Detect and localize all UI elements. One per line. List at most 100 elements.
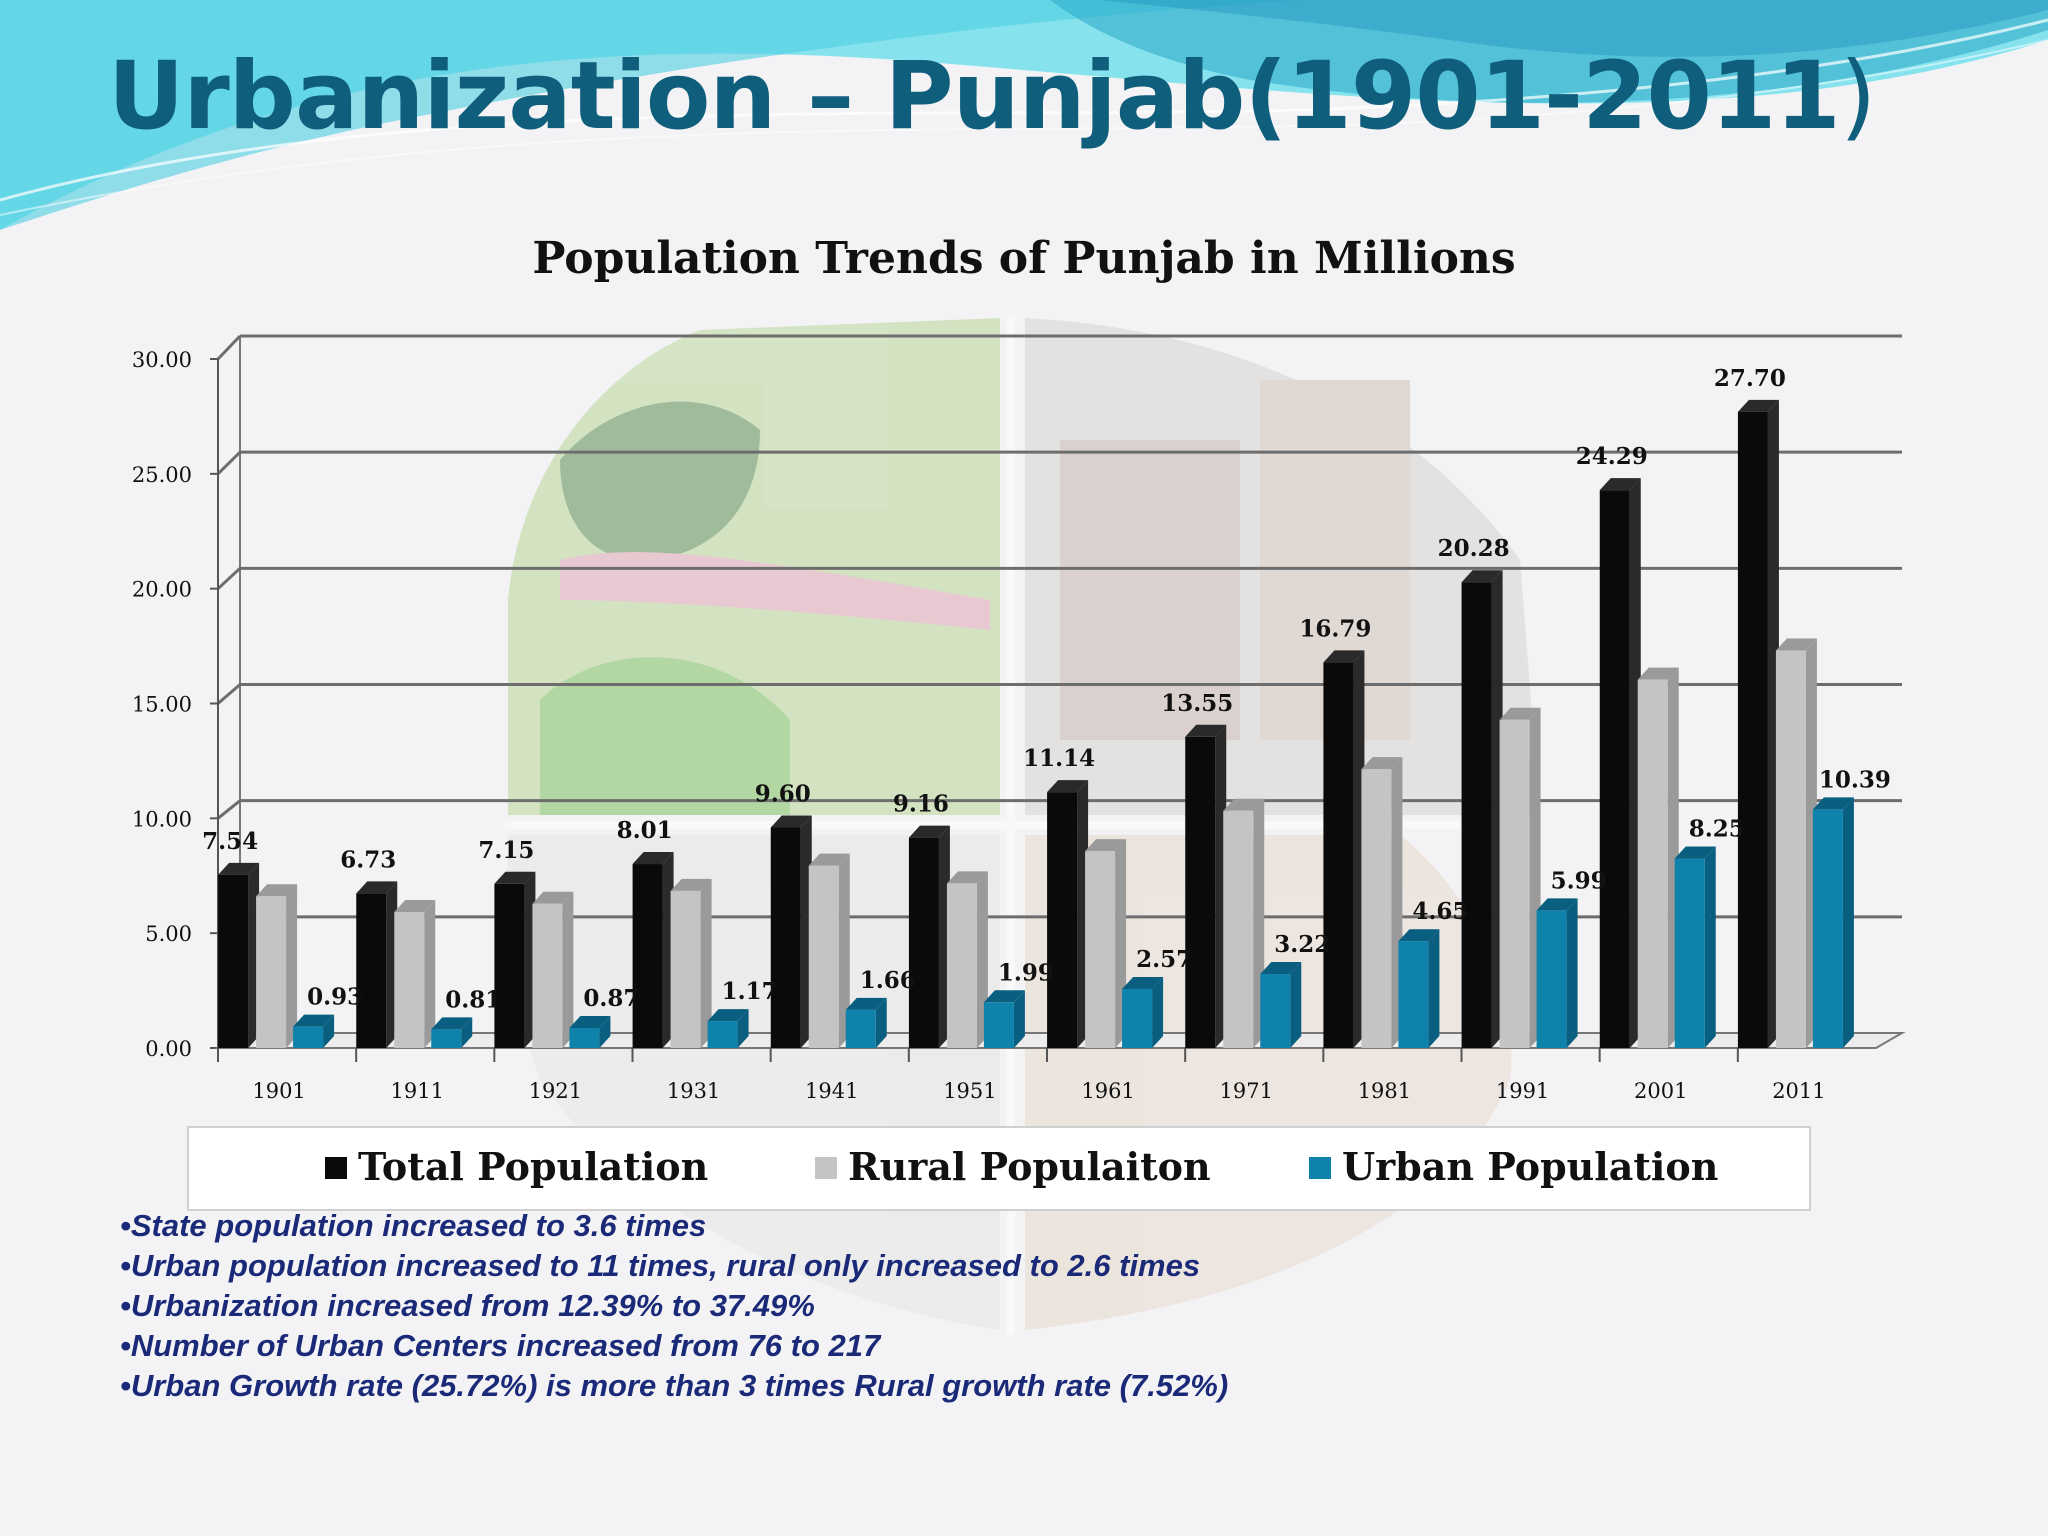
x-tick-label: 2001 xyxy=(1634,1079,1687,1103)
legend-swatch xyxy=(1309,1157,1331,1179)
bar-top xyxy=(1637,667,1679,680)
y-tick-label: 15.00 xyxy=(132,693,192,717)
bar-front xyxy=(1775,650,1806,1048)
bar-urban-population1971 xyxy=(1260,962,1302,1048)
bar-side xyxy=(424,900,436,1048)
data-label: 1.66 xyxy=(860,967,916,994)
legend-swatch xyxy=(325,1157,347,1179)
data-label: 27.70 xyxy=(1714,365,1786,392)
header-wave-decoration xyxy=(0,0,2048,230)
slide-title-text: Urbanization – Punjab(1901-2011 xyxy=(108,42,1841,151)
data-label: 11.14 xyxy=(1023,745,1095,772)
bar-urban-population1901 xyxy=(293,1014,335,1048)
bar-front xyxy=(770,827,801,1048)
x-tick-label: 1991 xyxy=(1496,1079,1549,1103)
legend-label: Total Population xyxy=(358,1144,708,1189)
bar-top xyxy=(983,990,1025,1003)
bar-front xyxy=(1637,679,1668,1048)
bar-total-population1961 xyxy=(1047,780,1089,1048)
gridline-depth xyxy=(217,799,241,820)
x-tick-label: 1921 xyxy=(529,1079,582,1103)
bar-front xyxy=(494,883,525,1048)
data-label: 7.54 xyxy=(202,828,258,855)
bar-front xyxy=(946,883,977,1048)
bar-top xyxy=(1536,898,1578,911)
bar-front xyxy=(1047,792,1078,1048)
bar-urban-population1991 xyxy=(1536,898,1578,1048)
bar-total-population1971 xyxy=(1185,724,1227,1048)
data-label: 20.28 xyxy=(1438,535,1510,562)
bar-side xyxy=(875,997,887,1048)
y-tick-label: 0.00 xyxy=(145,1037,192,1061)
data-label: 10.39 xyxy=(1819,766,1891,793)
data-label: 3.22 xyxy=(1274,931,1330,958)
bar-front xyxy=(670,890,701,1048)
bar-top xyxy=(1499,707,1541,720)
data-label: 0.87 xyxy=(583,985,639,1012)
bar-side xyxy=(1152,976,1164,1048)
bar-top xyxy=(1361,757,1403,770)
bar-total-population2001 xyxy=(1599,478,1641,1049)
x-tick-label: 1951 xyxy=(943,1079,996,1103)
bullet-item: Number of Urban Centers increased from 7… xyxy=(120,1326,1228,1366)
bullet-item: Urban population increased to 11 times, … xyxy=(120,1246,1228,1286)
bar-top xyxy=(1260,962,1302,975)
data-label: 7.15 xyxy=(478,837,534,864)
bar-rural-populaiton1961 xyxy=(1085,839,1127,1048)
data-label: 9.60 xyxy=(755,781,811,808)
bar-top xyxy=(1185,724,1227,737)
bar-urban-population1941 xyxy=(845,997,887,1048)
bar-urban-population1951 xyxy=(983,990,1025,1048)
legend-label: Rural Populaiton xyxy=(848,1144,1211,1189)
bar-rural-populaiton2011 xyxy=(1775,638,1817,1048)
bar-top xyxy=(707,1009,749,1022)
data-label: 2.57 xyxy=(1136,946,1192,973)
bar-front xyxy=(1499,719,1530,1048)
bullet-item: Urbanization increased from 12.39% to 37… xyxy=(120,1286,1228,1326)
y-tick-label: 10.00 xyxy=(132,807,192,831)
chart-title: Population Trends of Punjab in Millions xyxy=(532,233,1515,284)
bar-top xyxy=(494,871,536,884)
bar-front xyxy=(1260,974,1291,1048)
bar-urban-population2001 xyxy=(1674,846,1716,1048)
x-tick-label: 1981 xyxy=(1358,1079,1411,1103)
bar-front xyxy=(431,1029,462,1048)
bar-total-population1901 xyxy=(218,862,260,1048)
bar-front xyxy=(293,1026,324,1048)
bar-front xyxy=(1812,809,1843,1048)
data-label: 9.16 xyxy=(893,791,949,818)
bar-top xyxy=(1812,797,1854,810)
bar-front xyxy=(394,912,425,1048)
bar-top xyxy=(808,853,850,866)
y-tick-label: 20.00 xyxy=(132,578,192,602)
bar-front xyxy=(1674,858,1705,1048)
bar-top xyxy=(1047,780,1089,793)
data-label: 0.93 xyxy=(307,984,363,1011)
x-tick-label: 1911 xyxy=(391,1079,444,1103)
data-label: 8.25 xyxy=(1689,816,1745,843)
bar-top xyxy=(770,815,812,828)
bar-front xyxy=(218,874,249,1048)
bar-top xyxy=(1775,638,1817,651)
bullet-item: Urban Growth rate (25.72%) is more than … xyxy=(120,1366,1228,1406)
bar-front xyxy=(908,837,939,1048)
legend-label: Urban Population xyxy=(1342,1144,1718,1189)
bar-side xyxy=(1290,962,1302,1048)
y-tick-label: 25.00 xyxy=(132,463,192,487)
bar-front xyxy=(632,864,663,1048)
x-tick-label: 1941 xyxy=(805,1079,858,1103)
bar-side xyxy=(599,1016,611,1048)
bar-side xyxy=(286,884,298,1048)
bar-top xyxy=(845,997,887,1010)
bar-rural-populaiton1921 xyxy=(532,891,574,1048)
bar-side xyxy=(1428,929,1440,1048)
bar-front xyxy=(356,893,387,1048)
bar-front xyxy=(983,1002,1014,1048)
gridline-depth xyxy=(216,451,242,475)
bar-top xyxy=(1674,846,1716,859)
bar-total-population1911 xyxy=(356,881,398,1048)
bar-top xyxy=(632,852,674,865)
x-tick-label: 1931 xyxy=(667,1079,720,1103)
